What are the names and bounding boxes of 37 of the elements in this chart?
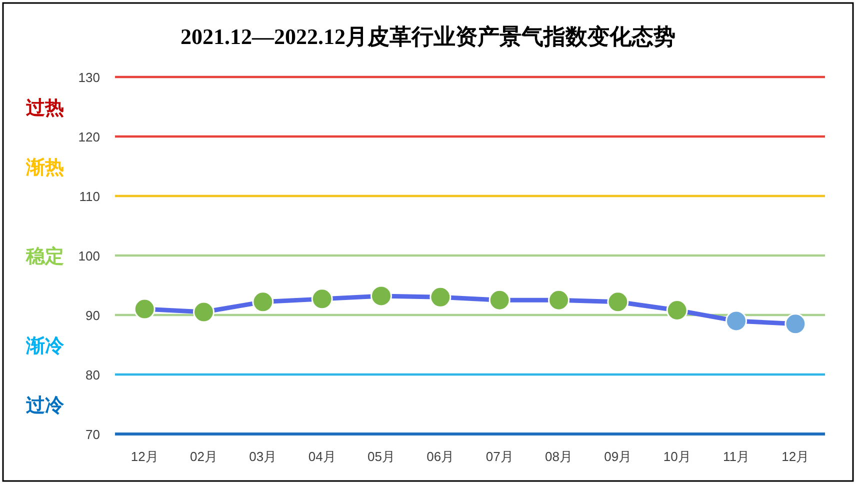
x-tick-label: 11月 [723,449,750,464]
text: 稳定 [25,246,64,268]
y-tick-label: 100 [78,248,100,264]
point [430,286,452,308]
point [311,288,333,310]
x-tick-label: 09月 [604,449,632,464]
x-tick-label: 07月 [486,449,514,464]
x-tick-label: 12月 [130,449,158,464]
x-tick-label: 04月 [308,449,336,464]
point [488,289,510,311]
point [548,289,570,311]
x-tick-label: 03月 [249,449,277,464]
point [607,291,629,313]
x-tick-label: 05月 [368,449,395,464]
text: 渐热 [25,157,64,178]
y-tick-label: 90 [86,308,100,323]
y-tick-label: 130 [78,70,100,85]
point [370,285,392,307]
text: 渐冷 [25,336,65,357]
point [784,313,806,335]
y-tick-label: 80 [86,368,100,382]
point [726,310,747,332]
y-tick-label: 70 [86,427,100,442]
y-tick-label: 110 [79,189,100,204]
y-tick-label: 120 [78,130,100,144]
text: 过冷 [25,394,65,416]
x-tick-label: 12月 [782,449,810,464]
x-tick-label: 02月 [190,449,218,464]
x-tick-label: 10月 [663,449,691,464]
point [252,291,274,313]
point [134,298,156,320]
x-tick-label: 08月 [545,449,572,464]
chart-title: 2021.12—2022.12月皮革行业资产景气指数变化态势 [180,24,676,49]
point [666,299,688,321]
point [193,301,214,323]
text: 过热 [25,96,64,119]
x-tick-label: 06月 [426,449,454,464]
